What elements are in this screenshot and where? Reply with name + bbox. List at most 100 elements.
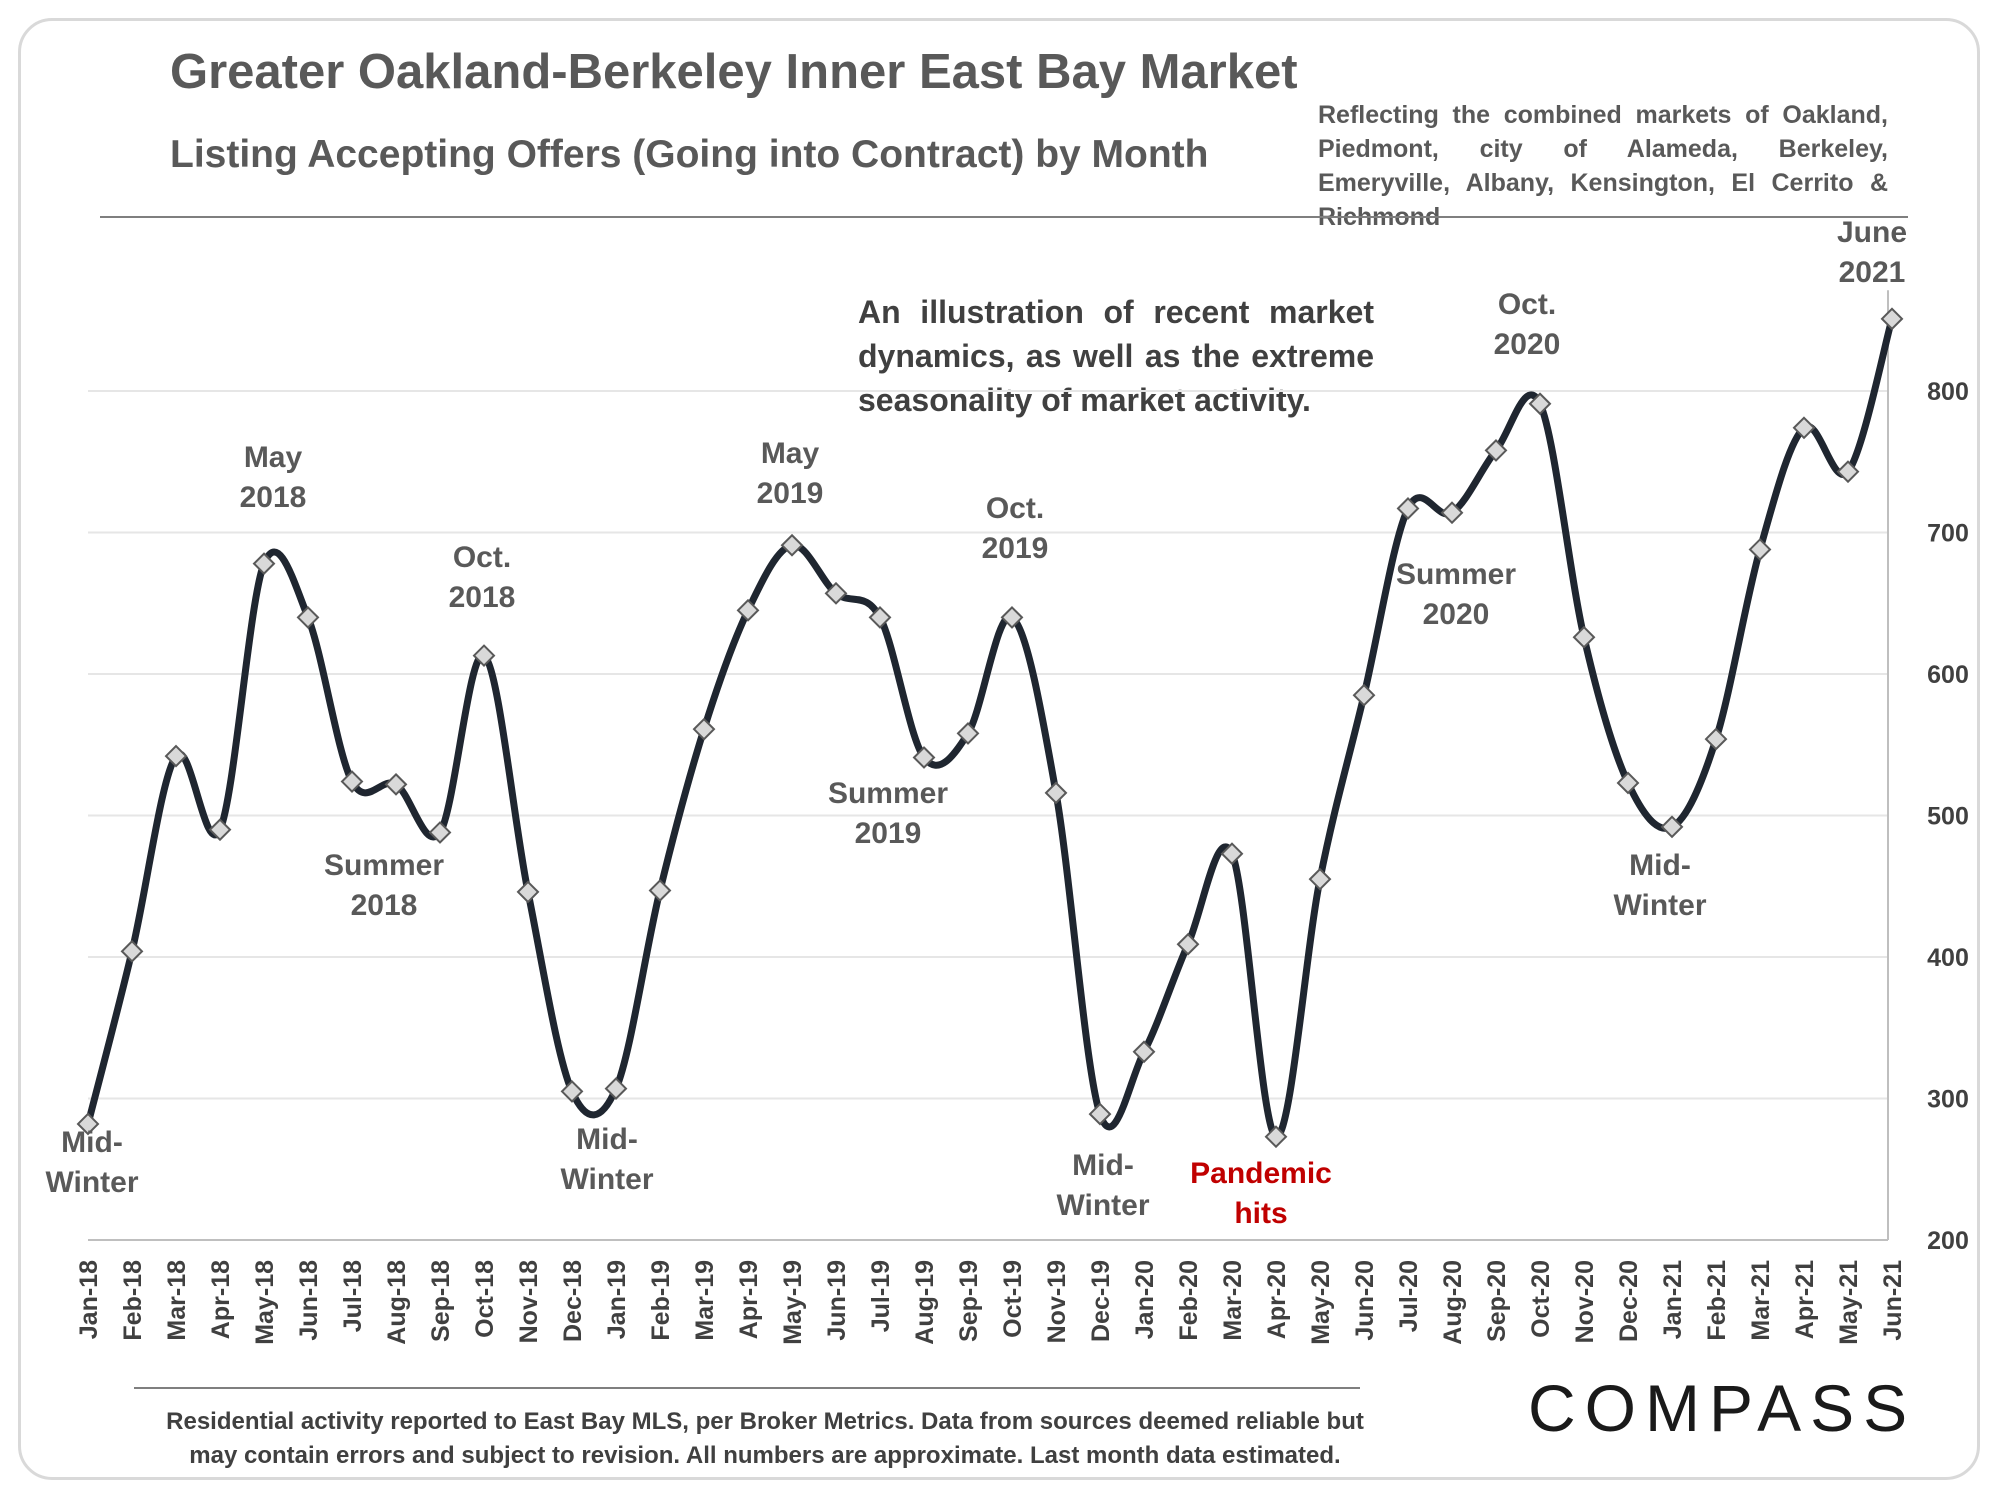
data-point-Feb-19 bbox=[648, 879, 672, 902]
annotation-label: Summer bbox=[324, 849, 444, 882]
annotation-label: 2019 bbox=[757, 477, 824, 510]
data-point-Sep-19 bbox=[956, 722, 980, 745]
x-tick-label: Sep-18 bbox=[427, 1260, 455, 1342]
data-point-Mar-18 bbox=[164, 744, 188, 768]
footer-disclaimer: Residential activity reported to East Ba… bbox=[166, 1408, 1364, 1469]
data-point-Jul-20 bbox=[1396, 497, 1420, 520]
x-tick-label: Jan-20 bbox=[1131, 1260, 1159, 1339]
data-point-Aug-20 bbox=[1440, 501, 1464, 525]
x-tick-label: May-18 bbox=[251, 1260, 279, 1345]
data-point-Apr-18 bbox=[208, 818, 232, 842]
footer-divider bbox=[134, 1387, 1360, 1389]
x-tick-label: Nov-19 bbox=[1043, 1260, 1071, 1343]
data-point-Dec-20 bbox=[1616, 771, 1640, 795]
x-tick-label: Mar-20 bbox=[1219, 1260, 1247, 1341]
annotation-label: Mid- bbox=[1629, 849, 1691, 882]
annotation-label: 2020 bbox=[1494, 328, 1561, 361]
x-tick-label: Feb-20 bbox=[1175, 1260, 1203, 1341]
data-point-Feb-20 bbox=[1176, 932, 1200, 956]
annotation-label: Winter bbox=[1613, 889, 1706, 922]
x-tick-label: Apr-18 bbox=[207, 1260, 235, 1339]
illustration-note: An illustration of recent market dynamic… bbox=[858, 294, 1374, 418]
chart-title: Greater Oakland-Berkeley Inner East Bay … bbox=[170, 45, 1298, 99]
x-tick-label: Feb-18 bbox=[119, 1260, 147, 1341]
data-point-Nov-18 bbox=[516, 880, 540, 904]
data-point-Jan-20 bbox=[1132, 1040, 1156, 1064]
chart-frame bbox=[18, 18, 1980, 1480]
annotation-label: May bbox=[761, 437, 820, 470]
data-point-Dec-18 bbox=[560, 1080, 584, 1103]
x-tick-label: Oct-19 bbox=[999, 1260, 1027, 1338]
data-point-Aug-18 bbox=[384, 772, 408, 796]
header-divider bbox=[100, 216, 1908, 218]
y-tick-label: 700 bbox=[1927, 520, 1969, 548]
x-tick-label: Dec-19 bbox=[1087, 1260, 1115, 1342]
x-tick-label: Oct-20 bbox=[1527, 1260, 1555, 1338]
data-point-Apr-19 bbox=[736, 598, 760, 622]
x-tick-label: Nov-20 bbox=[1571, 1260, 1599, 1343]
gridlines bbox=[88, 290, 1889, 1241]
data-point-Dec-19 bbox=[1088, 1102, 1112, 1126]
annotation-label: Oct. bbox=[1498, 288, 1556, 321]
x-tick-label: Mar-19 bbox=[691, 1260, 719, 1341]
x-tick-label: Apr-20 bbox=[1263, 1260, 1291, 1339]
x-tick-label: May-20 bbox=[1307, 1260, 1335, 1345]
x-tick-label: Feb-21 bbox=[1703, 1260, 1731, 1341]
annotation-label: Mid- bbox=[576, 1123, 638, 1156]
data-point-Jun-20 bbox=[1352, 683, 1376, 707]
annotation-label: Oct. bbox=[453, 541, 511, 574]
data-point-Jul-18 bbox=[340, 770, 364, 793]
annotation-label: June bbox=[1837, 216, 1907, 249]
annotation-label: 2021 bbox=[1839, 256, 1906, 289]
data-point-Aug-19 bbox=[912, 746, 936, 769]
x-tick-label: Apr-19 bbox=[735, 1260, 763, 1339]
annotation-label: May bbox=[244, 441, 303, 474]
data-point-Jan-21 bbox=[1660, 815, 1684, 839]
annotation-label: Winter bbox=[45, 1166, 138, 1199]
chart-annotations: Mid- Winter May 2018 Summer 2018 Oct. 2018 Mid- W… bbox=[45, 216, 1907, 1230]
x-tick-label: Jul-20 bbox=[1395, 1260, 1423, 1332]
data-point-Mar-20 bbox=[1220, 842, 1244, 866]
data-point-Jan-18 bbox=[76, 1112, 100, 1136]
x-tick-label: Jun-18 bbox=[295, 1260, 323, 1341]
annotation-label: Oct. bbox=[986, 492, 1044, 525]
series-line bbox=[84, 315, 1896, 1141]
data-point-Apr-20 bbox=[1264, 1125, 1288, 1149]
annotation-label: Winter bbox=[1056, 1189, 1149, 1222]
annotation-label: 2018 bbox=[240, 481, 307, 514]
x-axis-ticks: Jan-18 Feb-18 Mar-18 Apr-18 May-18 Jun-18 Jul-… bbox=[75, 1260, 1907, 1345]
data-point-Oct-20 bbox=[1528, 392, 1552, 416]
data-points bbox=[76, 307, 1904, 1149]
x-tick-label: Apr-21 bbox=[1791, 1260, 1819, 1339]
x-tick-label: Jan-21 bbox=[1659, 1260, 1687, 1339]
x-tick-label: Dec-18 bbox=[559, 1260, 587, 1342]
data-point-May-20 bbox=[1308, 867, 1332, 891]
x-tick-label: Aug-19 bbox=[911, 1260, 939, 1345]
x-tick-label: May-19 bbox=[779, 1260, 807, 1345]
compass-logo: COMPASS bbox=[1528, 1371, 1917, 1445]
data-point-Feb-21 bbox=[1704, 727, 1728, 751]
y-tick-label: 300 bbox=[1927, 1086, 1969, 1114]
data-point-Jun-19 bbox=[824, 581, 848, 605]
x-tick-label: Jul-19 bbox=[867, 1260, 895, 1332]
annotation-label: 2018 bbox=[449, 581, 516, 614]
annotation-label: Mid- bbox=[61, 1126, 123, 1159]
annotation-label: hits bbox=[1234, 1197, 1287, 1230]
x-tick-label: Aug-20 bbox=[1439, 1260, 1467, 1345]
annotation-label: Pandemic bbox=[1190, 1157, 1332, 1190]
chart-subtitle: Listing Accepting Offers (Going into Con… bbox=[170, 133, 1209, 176]
data-point-May-18 bbox=[252, 552, 276, 576]
data-point-Feb-18 bbox=[120, 939, 144, 963]
annotation-label: 2019 bbox=[855, 817, 922, 850]
y-tick-label: 200 bbox=[1927, 1227, 1969, 1255]
data-point-May-19 bbox=[780, 533, 804, 557]
x-tick-label: Jan-18 bbox=[75, 1260, 103, 1339]
data-point-Oct-19 bbox=[1000, 605, 1024, 629]
data-point-Nov-20 bbox=[1572, 625, 1596, 649]
x-tick-label: Nov-18 bbox=[515, 1260, 543, 1343]
data-point-Nov-19 bbox=[1044, 781, 1068, 805]
x-tick-label: Jan-19 bbox=[603, 1260, 631, 1339]
data-point-Jun-21 bbox=[1880, 307, 1904, 331]
annotation-label: Summer bbox=[1396, 558, 1516, 591]
